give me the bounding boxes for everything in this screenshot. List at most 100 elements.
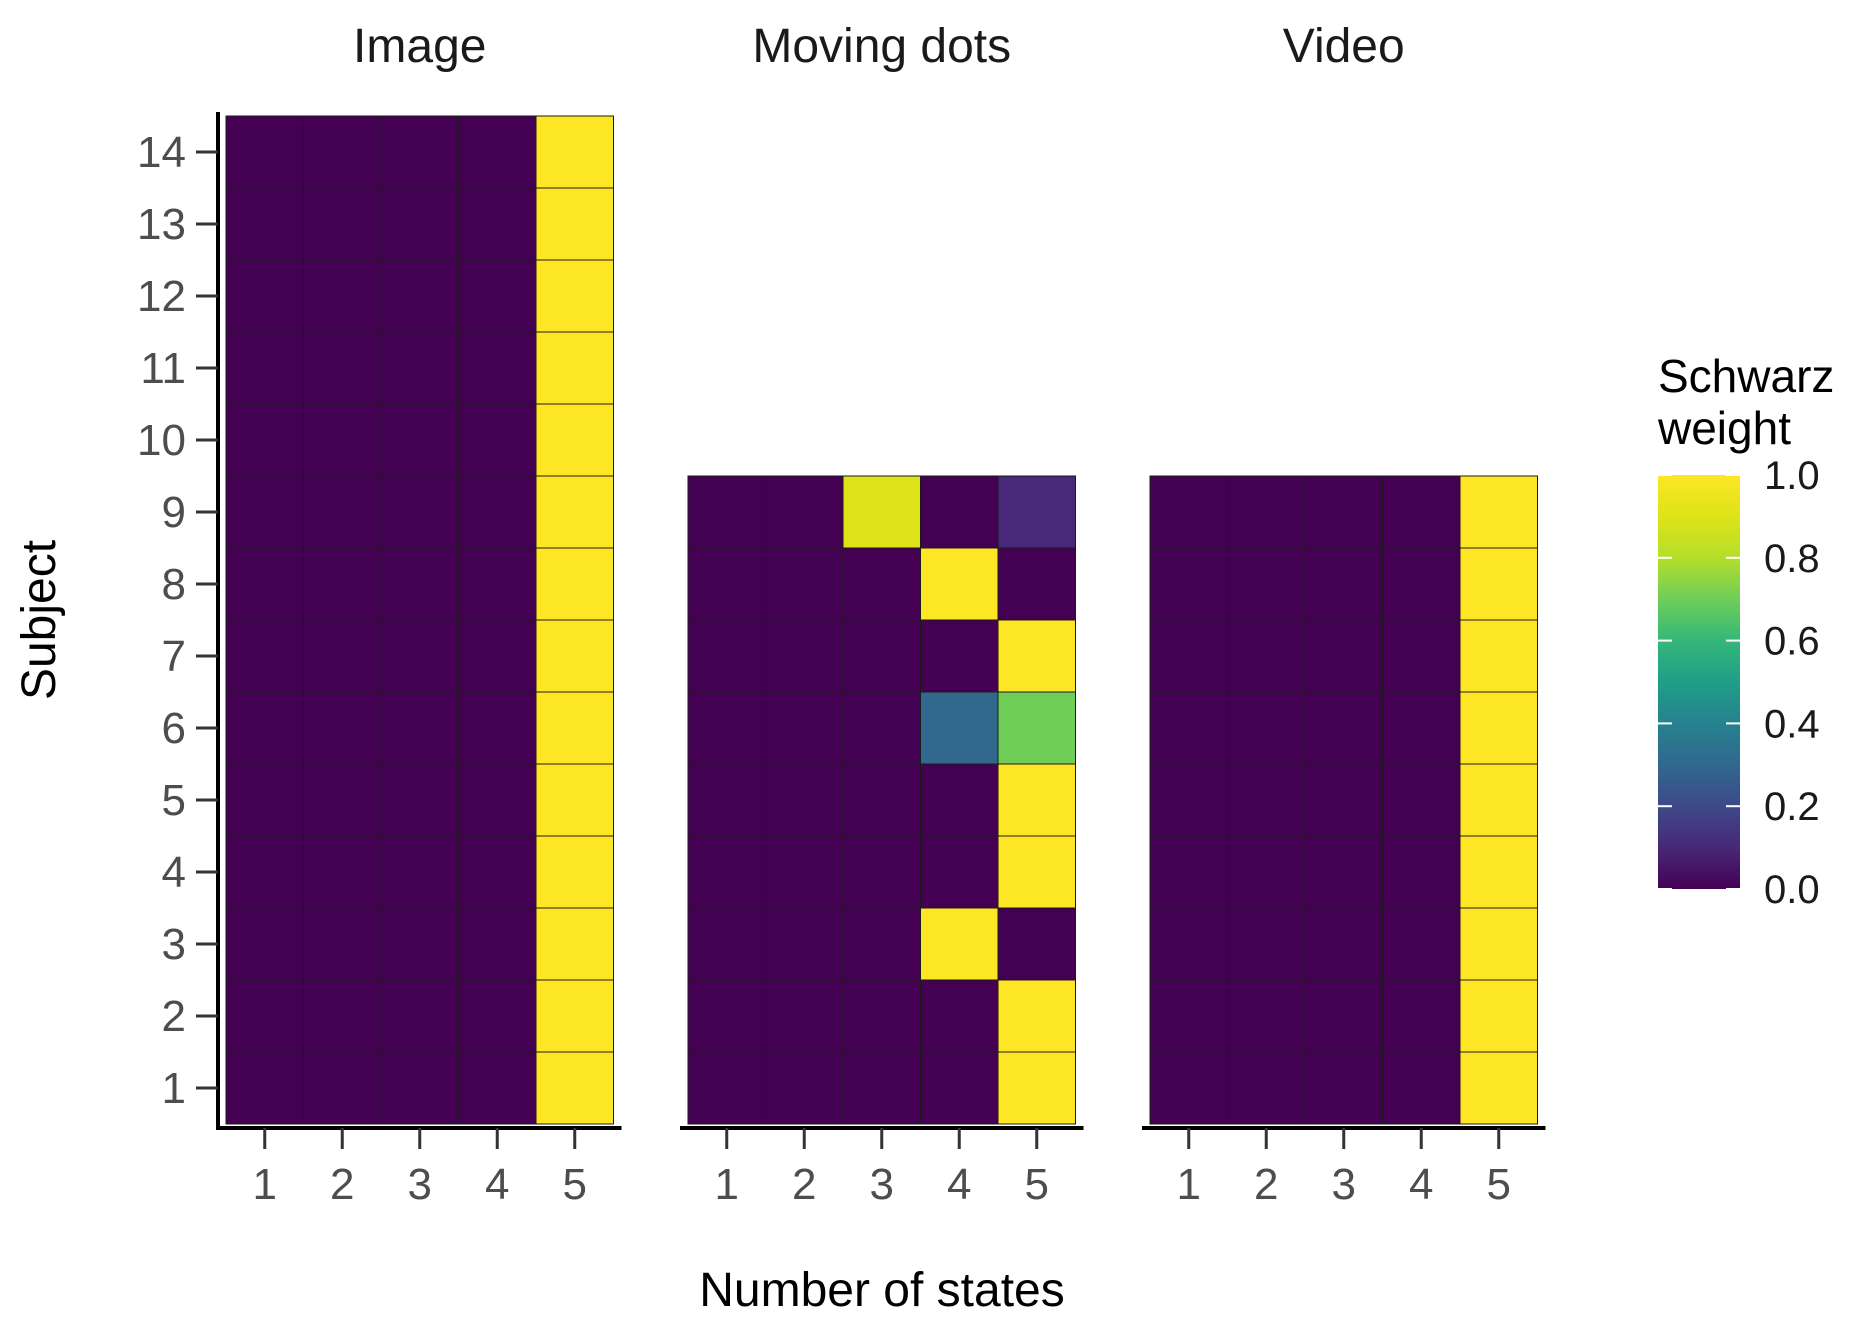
legend-tick-label: 0.6 bbox=[1764, 620, 1820, 664]
heatmap-cell bbox=[997, 835, 1076, 909]
heatmap-cell bbox=[1382, 691, 1461, 765]
heatmap-cell bbox=[458, 547, 537, 621]
heatmap-cell bbox=[225, 403, 304, 477]
heatmap-cell bbox=[380, 763, 459, 837]
heatmap-cell bbox=[1227, 691, 1306, 765]
heatmap-cell bbox=[920, 763, 999, 837]
heatmap-cell bbox=[1227, 835, 1306, 909]
heatmap-cell bbox=[687, 547, 766, 621]
heatmap-cell bbox=[1227, 547, 1306, 621]
axes bbox=[196, 112, 1546, 1149]
heatmap-cell bbox=[303, 259, 382, 333]
legend-title: Schwarz weight bbox=[1657, 350, 1847, 454]
heatmap-cell bbox=[225, 475, 304, 549]
heatmap-cell bbox=[842, 979, 921, 1053]
x-tick-label: 5 bbox=[1025, 1160, 1049, 1209]
heatmap-cell bbox=[1149, 763, 1228, 837]
heatmap-cell bbox=[380, 259, 459, 333]
heatmap-cell bbox=[920, 619, 999, 693]
heatmap-cell bbox=[842, 763, 921, 837]
x-tick-label: 3 bbox=[408, 1160, 432, 1209]
heatmap-cell bbox=[687, 475, 766, 549]
heatmap-cell bbox=[303, 187, 382, 261]
heatmap-cell bbox=[535, 691, 614, 765]
heatmap-cell bbox=[458, 1051, 537, 1125]
heatmap-cell bbox=[458, 907, 537, 981]
heatmap-cell bbox=[842, 547, 921, 621]
heatmap-cell bbox=[303, 475, 382, 549]
heatmap-cell bbox=[920, 835, 999, 909]
heatmap-cells bbox=[225, 115, 1538, 1125]
heatmap-cell bbox=[225, 835, 304, 909]
heatmap-cell bbox=[458, 187, 537, 261]
heatmap-cell bbox=[765, 907, 844, 981]
heatmap-cell bbox=[1382, 979, 1461, 1053]
heatmap-cell bbox=[1382, 475, 1461, 549]
heatmap-cell bbox=[303, 907, 382, 981]
heatmap-cell bbox=[1459, 835, 1538, 909]
heatmap-cell bbox=[687, 763, 766, 837]
heatmap-cell bbox=[535, 979, 614, 1053]
heatmap-cell bbox=[380, 619, 459, 693]
heatmap-cell bbox=[458, 619, 537, 693]
heatmap-cell bbox=[1459, 547, 1538, 621]
y-tick-label: 1 bbox=[162, 1064, 186, 1113]
legend-title-line-2: weight bbox=[1657, 402, 1791, 454]
heatmap-cell bbox=[303, 1051, 382, 1125]
heatmap-cell bbox=[303, 331, 382, 405]
heatmap-cell bbox=[765, 1051, 844, 1125]
x-tick-label: 2 bbox=[330, 1160, 354, 1209]
heatmap-cell bbox=[535, 835, 614, 909]
heatmap-cell bbox=[997, 619, 1076, 693]
facet-title: Video bbox=[1283, 20, 1405, 73]
heatmap-cell bbox=[1459, 1051, 1538, 1125]
y-tick-label: 12 bbox=[137, 272, 186, 321]
heatmap-cell bbox=[842, 835, 921, 909]
y-tick-label: 14 bbox=[137, 128, 186, 177]
heatmap-cell bbox=[1304, 835, 1383, 909]
heatmap-cell bbox=[1304, 619, 1383, 693]
heatmap-cell bbox=[535, 763, 614, 837]
heatmap-cell bbox=[458, 475, 537, 549]
heatmap-cell bbox=[1459, 763, 1538, 837]
x-tick-labels: 1 2 3 4 5 1 2 3 4 5 1 2 3 4 5 bbox=[253, 1160, 1511, 1209]
y-tick-label: 8 bbox=[162, 560, 186, 609]
heatmap-cell bbox=[458, 979, 537, 1053]
heatmap-cell bbox=[997, 547, 1076, 621]
heatmap-cell bbox=[687, 907, 766, 981]
heatmap-cell bbox=[765, 619, 844, 693]
heatmap-cell bbox=[687, 979, 766, 1053]
heatmap-cell bbox=[303, 547, 382, 621]
heatmap-cell bbox=[225, 331, 304, 405]
heatmap-cell bbox=[535, 115, 614, 189]
heatmap-cell bbox=[380, 979, 459, 1053]
heatmap-cell bbox=[303, 835, 382, 909]
heatmap-cell bbox=[765, 547, 844, 621]
heatmap-cell bbox=[1304, 475, 1383, 549]
heatmap-cell bbox=[920, 475, 999, 549]
heatmap-cell bbox=[765, 835, 844, 909]
heatmap-cell bbox=[535, 619, 614, 693]
heatmap-cell bbox=[535, 475, 614, 549]
heatmap-cell bbox=[1227, 979, 1306, 1053]
heatmap-cell bbox=[458, 403, 537, 477]
y-axis-title: Subject bbox=[13, 540, 66, 700]
heatmap-cell bbox=[380, 835, 459, 909]
heatmap-cell bbox=[1149, 1051, 1228, 1125]
heatmap-cell bbox=[997, 691, 1076, 765]
facet-title: Moving dots bbox=[752, 20, 1011, 73]
x-tick-label: 5 bbox=[563, 1160, 587, 1209]
y-tick-label: 10 bbox=[137, 416, 186, 465]
heatmap-cell bbox=[842, 619, 921, 693]
x-tick-label: 1 bbox=[1177, 1160, 1201, 1209]
heatmap-cell bbox=[303, 691, 382, 765]
heatmap-cell bbox=[225, 619, 304, 693]
heatmap-cell bbox=[1304, 691, 1383, 765]
heatmap-cell bbox=[1459, 475, 1538, 549]
heatmap-cell bbox=[1382, 763, 1461, 837]
x-tick-label: 1 bbox=[253, 1160, 277, 1209]
legend-title-line-1: Schwarz bbox=[1658, 350, 1834, 402]
heatmap-cell bbox=[687, 835, 766, 909]
heatmap-cell bbox=[380, 691, 459, 765]
